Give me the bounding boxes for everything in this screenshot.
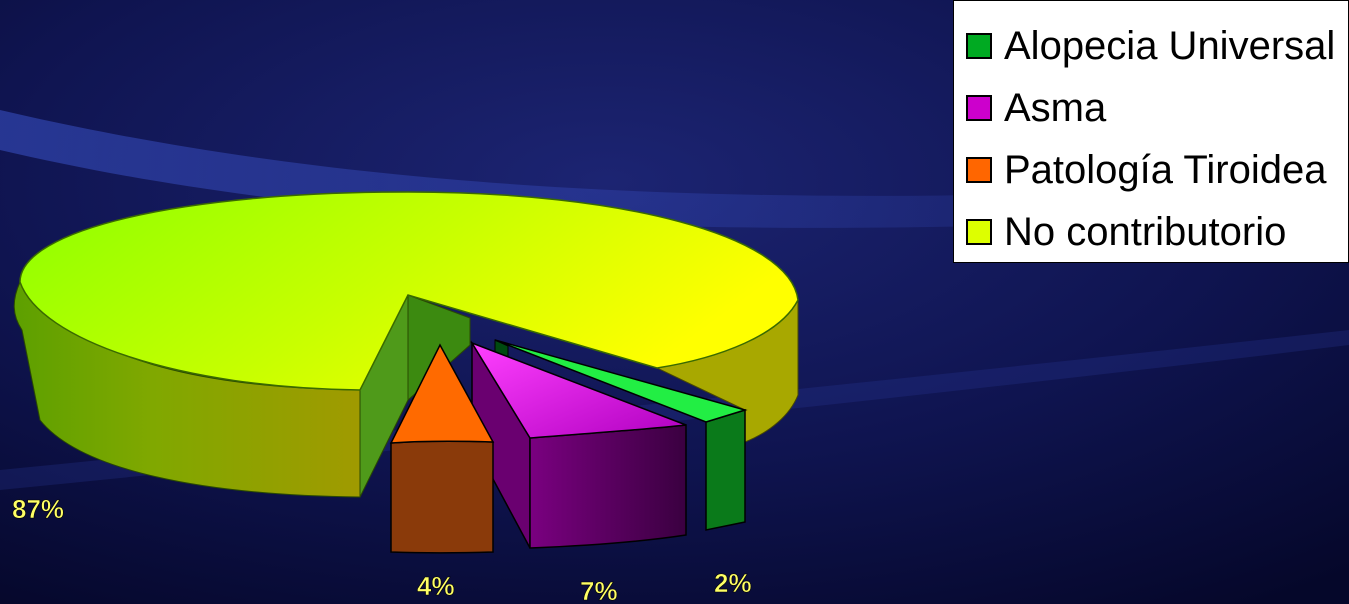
legend-swatch [966,95,992,121]
value-label-asma: 7% [580,576,618,604]
legend-swatch [966,219,992,245]
pie-slice-no-contributorio [19,191,799,391]
pie-slices [13,191,799,554]
legend: Alopecia Universal Asma Patología Tiroid… [953,0,1349,263]
legend-label: Asma [1004,86,1107,130]
pie-slice-asma [470,341,687,439]
value-label-alopecia-universal: 2% [714,568,752,598]
pie-slice-alopecia-universal [494,339,748,423]
legend-item-asma: Asma [966,77,1348,139]
legend-label: Patología Tiroidea [1004,148,1327,192]
pie-slice-alopecia-universal-side [705,408,746,531]
pie-slice-patologia-tiroidea-side [390,440,494,554]
legend-label: Alopecia Universal [1004,24,1336,68]
legend-item-tiroidea: Patología Tiroidea [966,139,1348,201]
value-label-no-contributorio: 87% [12,494,64,524]
pie-slice-patologia-tiroidea [389,343,495,444]
legend-swatch [966,157,992,183]
pie-slice-asma-side [529,424,687,549]
slice-labels: 87% 4% 7% 2% [12,494,752,604]
legend-item-no-contributorio: No contributorio [966,201,1348,263]
legend-swatch [966,33,992,59]
legend-label: No contributorio [1004,210,1287,254]
value-label-patolog-a-tiroidea: 4% [417,571,455,601]
legend-item-alopecia: Alopecia Universal [966,15,1348,77]
